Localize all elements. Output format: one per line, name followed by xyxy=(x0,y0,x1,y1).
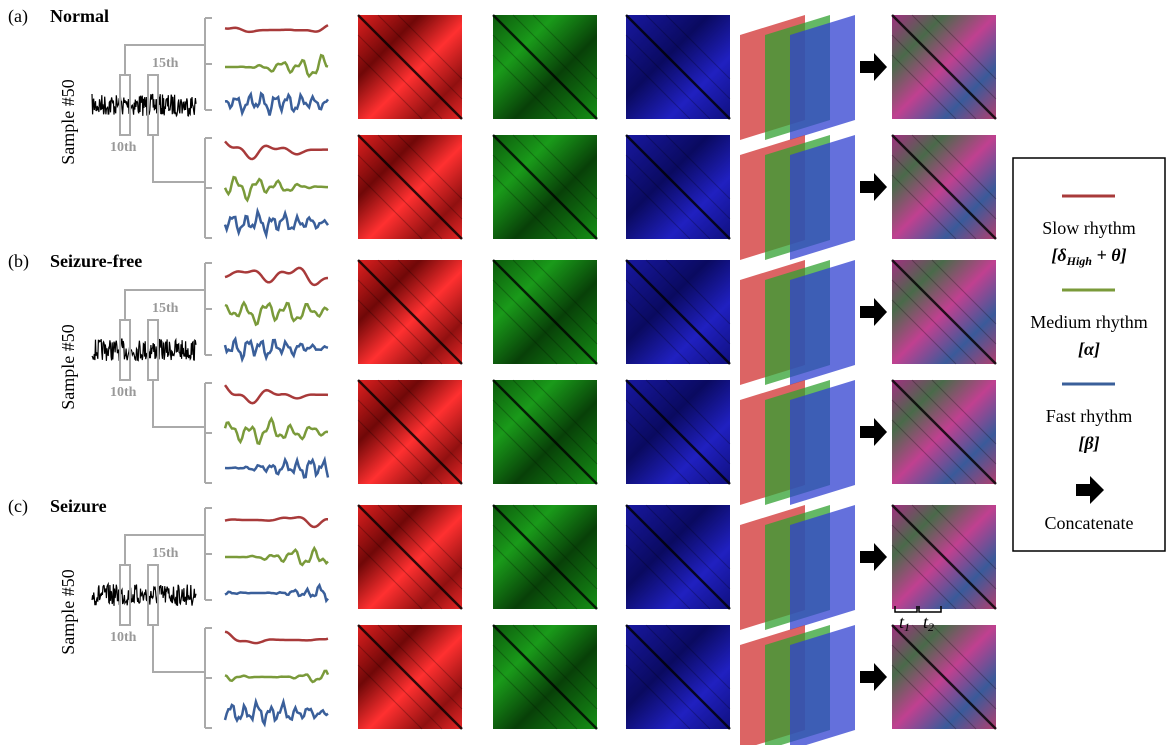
figure: (a) Normal Sample #50 15th 10th (b) Seizure-fr… xyxy=(0,0,1167,745)
rhythm-wave xyxy=(225,55,328,76)
panel-label: (b) xyxy=(8,251,29,272)
sample-label: Sample #50 xyxy=(58,79,78,165)
window-box xyxy=(120,320,130,380)
stacked-plane xyxy=(790,15,855,140)
sample-label: Sample #50 xyxy=(58,569,78,655)
time-sub: 2 xyxy=(928,620,934,634)
legend-formula: [α] xyxy=(1078,339,1100,359)
stacked-plane xyxy=(790,135,855,260)
rhythm-wave xyxy=(225,548,328,565)
eeg-signal xyxy=(92,94,196,116)
rhythm-wave xyxy=(225,303,328,325)
rhythm-wave xyxy=(225,702,328,724)
formula-sub: High xyxy=(1066,254,1093,268)
formula-pre: [δ xyxy=(1051,245,1066,265)
rhythm-wave xyxy=(225,385,328,403)
legend-name: Medium rhythm xyxy=(1030,312,1148,332)
connector xyxy=(153,625,212,728)
time-sub: 1 xyxy=(904,620,910,634)
stacked-plane xyxy=(790,260,855,385)
legend-concatenate: Concatenate xyxy=(1045,513,1134,533)
rhythm-wave xyxy=(225,671,328,682)
time-label: t1 xyxy=(899,612,910,634)
marker-label: 10th xyxy=(110,630,137,645)
rhythm-wave xyxy=(225,632,328,643)
connector xyxy=(153,380,212,483)
panel-title: Normal xyxy=(50,6,109,26)
marker-label: 15th xyxy=(152,546,179,561)
rhythm-wave xyxy=(225,268,328,285)
rhythm-wave xyxy=(225,460,328,478)
formula-post: + θ] xyxy=(1092,245,1127,265)
legend-formula: [β] xyxy=(1078,433,1099,453)
stacked-plane xyxy=(790,380,855,505)
panel-title: Seizure-free xyxy=(50,251,142,271)
eeg-signal xyxy=(92,339,196,361)
sample-label: Sample #50 xyxy=(58,324,78,410)
marker-label: 15th xyxy=(152,301,179,316)
formula-pre: [α] xyxy=(1078,339,1100,359)
marker-label: 10th xyxy=(110,385,137,400)
rhythm-wave xyxy=(225,339,328,359)
legend-formula: [δHigh + θ] xyxy=(1051,245,1126,268)
panel-label: (c) xyxy=(8,496,28,517)
rhythm-wave xyxy=(225,419,328,444)
rhythm-wave xyxy=(225,585,328,600)
rhythm-wave xyxy=(225,25,328,32)
legend-arrow xyxy=(1076,476,1104,504)
time-label: t2 xyxy=(923,612,934,634)
stacked-plane xyxy=(790,625,855,745)
rhythm-wave xyxy=(225,94,328,116)
arrow xyxy=(860,298,887,326)
panel-title: Seizure xyxy=(50,496,107,516)
formula-pre: [β] xyxy=(1078,433,1099,453)
panel-label: (a) xyxy=(8,6,28,27)
rhythm-wave xyxy=(225,517,328,527)
arrow xyxy=(860,53,887,81)
legend-name: Fast rhythm xyxy=(1046,406,1133,426)
marker-label: 10th xyxy=(110,140,137,155)
arrow xyxy=(860,543,887,571)
arrow xyxy=(860,663,887,691)
legend-name: Slow rhythm xyxy=(1042,218,1136,238)
connector xyxy=(153,135,212,238)
marker-label: 15th xyxy=(152,56,179,71)
arrow xyxy=(860,418,887,446)
stacked-plane xyxy=(790,505,855,630)
arrow xyxy=(860,173,887,201)
eeg-signal xyxy=(92,584,196,606)
rhythm-wave xyxy=(225,141,328,159)
rhythm-wave xyxy=(225,177,328,200)
rhythm-wave xyxy=(225,211,328,235)
